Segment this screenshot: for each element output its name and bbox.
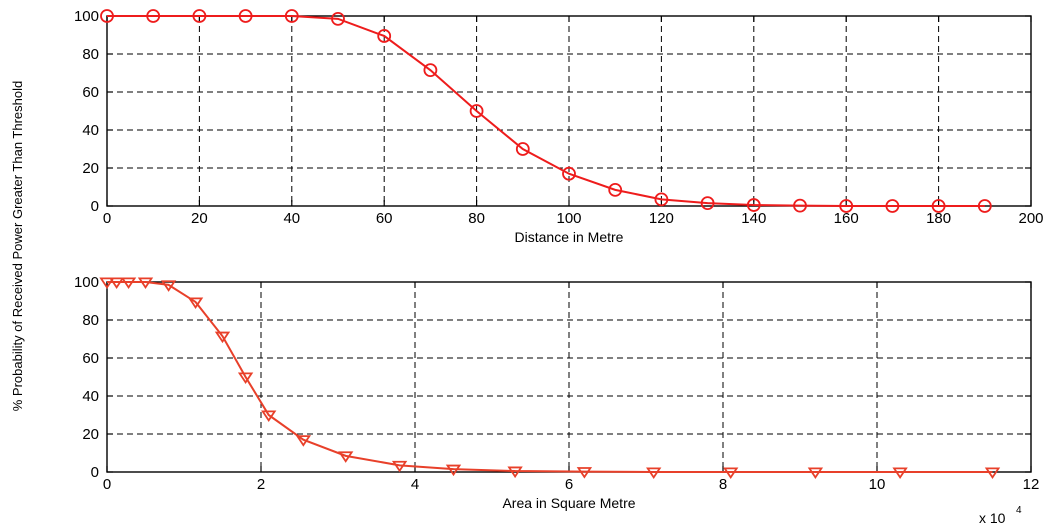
area-point-marker: [445, 464, 462, 477]
y-tick-label: 60: [82, 350, 99, 367]
distance-point-marker: [192, 9, 207, 23]
distance-point-marker: [238, 9, 253, 23]
area-point-marker: [214, 331, 231, 344]
area-point-marker: [237, 372, 254, 385]
x-tick-label: 6: [565, 476, 573, 493]
x-axis-label: Distance in Metre: [515, 229, 624, 245]
distance-point-marker: [562, 166, 576, 181]
area-point-marker: [892, 467, 908, 480]
y-tick-label: 80: [82, 312, 99, 329]
x-tick-label: 60: [376, 210, 393, 227]
y-tick-label: 0: [91, 198, 99, 215]
x-axis-label: Area in Square Metre: [502, 495, 635, 511]
x-tick-label: 8: [719, 476, 727, 493]
area-point-marker: [507, 466, 523, 479]
area-point-marker: [646, 467, 662, 480]
area-point-marker: [576, 467, 593, 479]
area-point-marker: [120, 277, 137, 290]
x-tick-label: 180: [926, 210, 951, 227]
y-tick-label: 40: [82, 388, 99, 405]
shared-y-axis-label: % Probability of Received Power Greater …: [10, 81, 25, 411]
x-tick-label: 2: [257, 476, 265, 493]
y-tick-label: 100: [74, 8, 99, 25]
x-tick-label: 120: [649, 210, 674, 227]
distance-point-marker: [331, 11, 345, 26]
area-point-marker: [807, 467, 824, 480]
x-tick-label: 200: [1018, 210, 1043, 227]
distance-point-marker: [608, 182, 623, 197]
distance-point-marker: [146, 9, 161, 23]
distance-point-marker: [377, 29, 392, 43]
x-tick-label: 12: [1023, 476, 1040, 493]
x-multiplier-exponent: 4: [1016, 505, 1022, 516]
area-chart: 0 2 4 6 8 10 12 0 20 40 60 80 100 Area in Square Metr…: [74, 274, 1039, 526]
distance-point-marker: [100, 9, 114, 23]
distance-point-marker: [885, 199, 900, 213]
distance-series-line: [107, 15, 985, 207]
distance-point-marker: [700, 196, 715, 211]
distance-point-marker: [469, 104, 484, 118]
x-tick-label: 10: [869, 476, 886, 493]
x-tick-label: 160: [834, 210, 859, 227]
x-tick-label: 100: [556, 210, 581, 227]
area-point-marker: [391, 460, 408, 473]
x-multiplier-label: x 10: [979, 510, 1006, 526]
x-tick-label: 4: [411, 476, 419, 493]
distance-point-marker: [931, 199, 946, 213]
y-tick-label: 20: [82, 426, 99, 443]
area-point-marker: [187, 297, 204, 309]
y-tick-label: 80: [82, 46, 99, 63]
x-tick-label: 40: [283, 210, 300, 227]
distance-point-marker: [839, 199, 854, 213]
area-point-marker: [984, 467, 1001, 480]
x-tick-label: 140: [741, 210, 766, 227]
distance-chart: 0 20 40 60 80 100 120 140 160 180 200 0 20 40 60 80 100 D…: [74, 8, 1044, 245]
area-point-marker: [137, 277, 154, 290]
area-point-marker: [160, 280, 177, 292]
distance-point-marker: [793, 198, 807, 213]
distance-point-marker: [423, 63, 438, 78]
area-point-marker: [723, 467, 739, 480]
y-tick-label: 100: [74, 274, 99, 291]
y-tick-label: 40: [82, 122, 99, 139]
x-tick-label: 0: [103, 210, 111, 227]
area-point-marker: [261, 410, 277, 423]
distance-point-marker: [515, 142, 530, 156]
area-series-line: [107, 281, 993, 473]
x-tick-label: 0: [103, 476, 111, 493]
y-tick-label: 20: [82, 160, 99, 177]
x-tick-label: 20: [191, 210, 208, 227]
area-point-marker: [338, 451, 354, 463]
distance-point-marker: [746, 198, 761, 212]
y-tick-label: 0: [91, 464, 99, 481]
distance-point-marker: [654, 192, 669, 207]
distance-point-marker: [977, 199, 992, 213]
y-tick-label: 60: [82, 84, 99, 101]
area-point-marker: [108, 277, 125, 290]
area-point-marker: [99, 277, 115, 290]
area-point-marker: [295, 435, 312, 447]
distance-point-marker: [284, 9, 299, 23]
x-tick-label: 80: [468, 210, 485, 227]
